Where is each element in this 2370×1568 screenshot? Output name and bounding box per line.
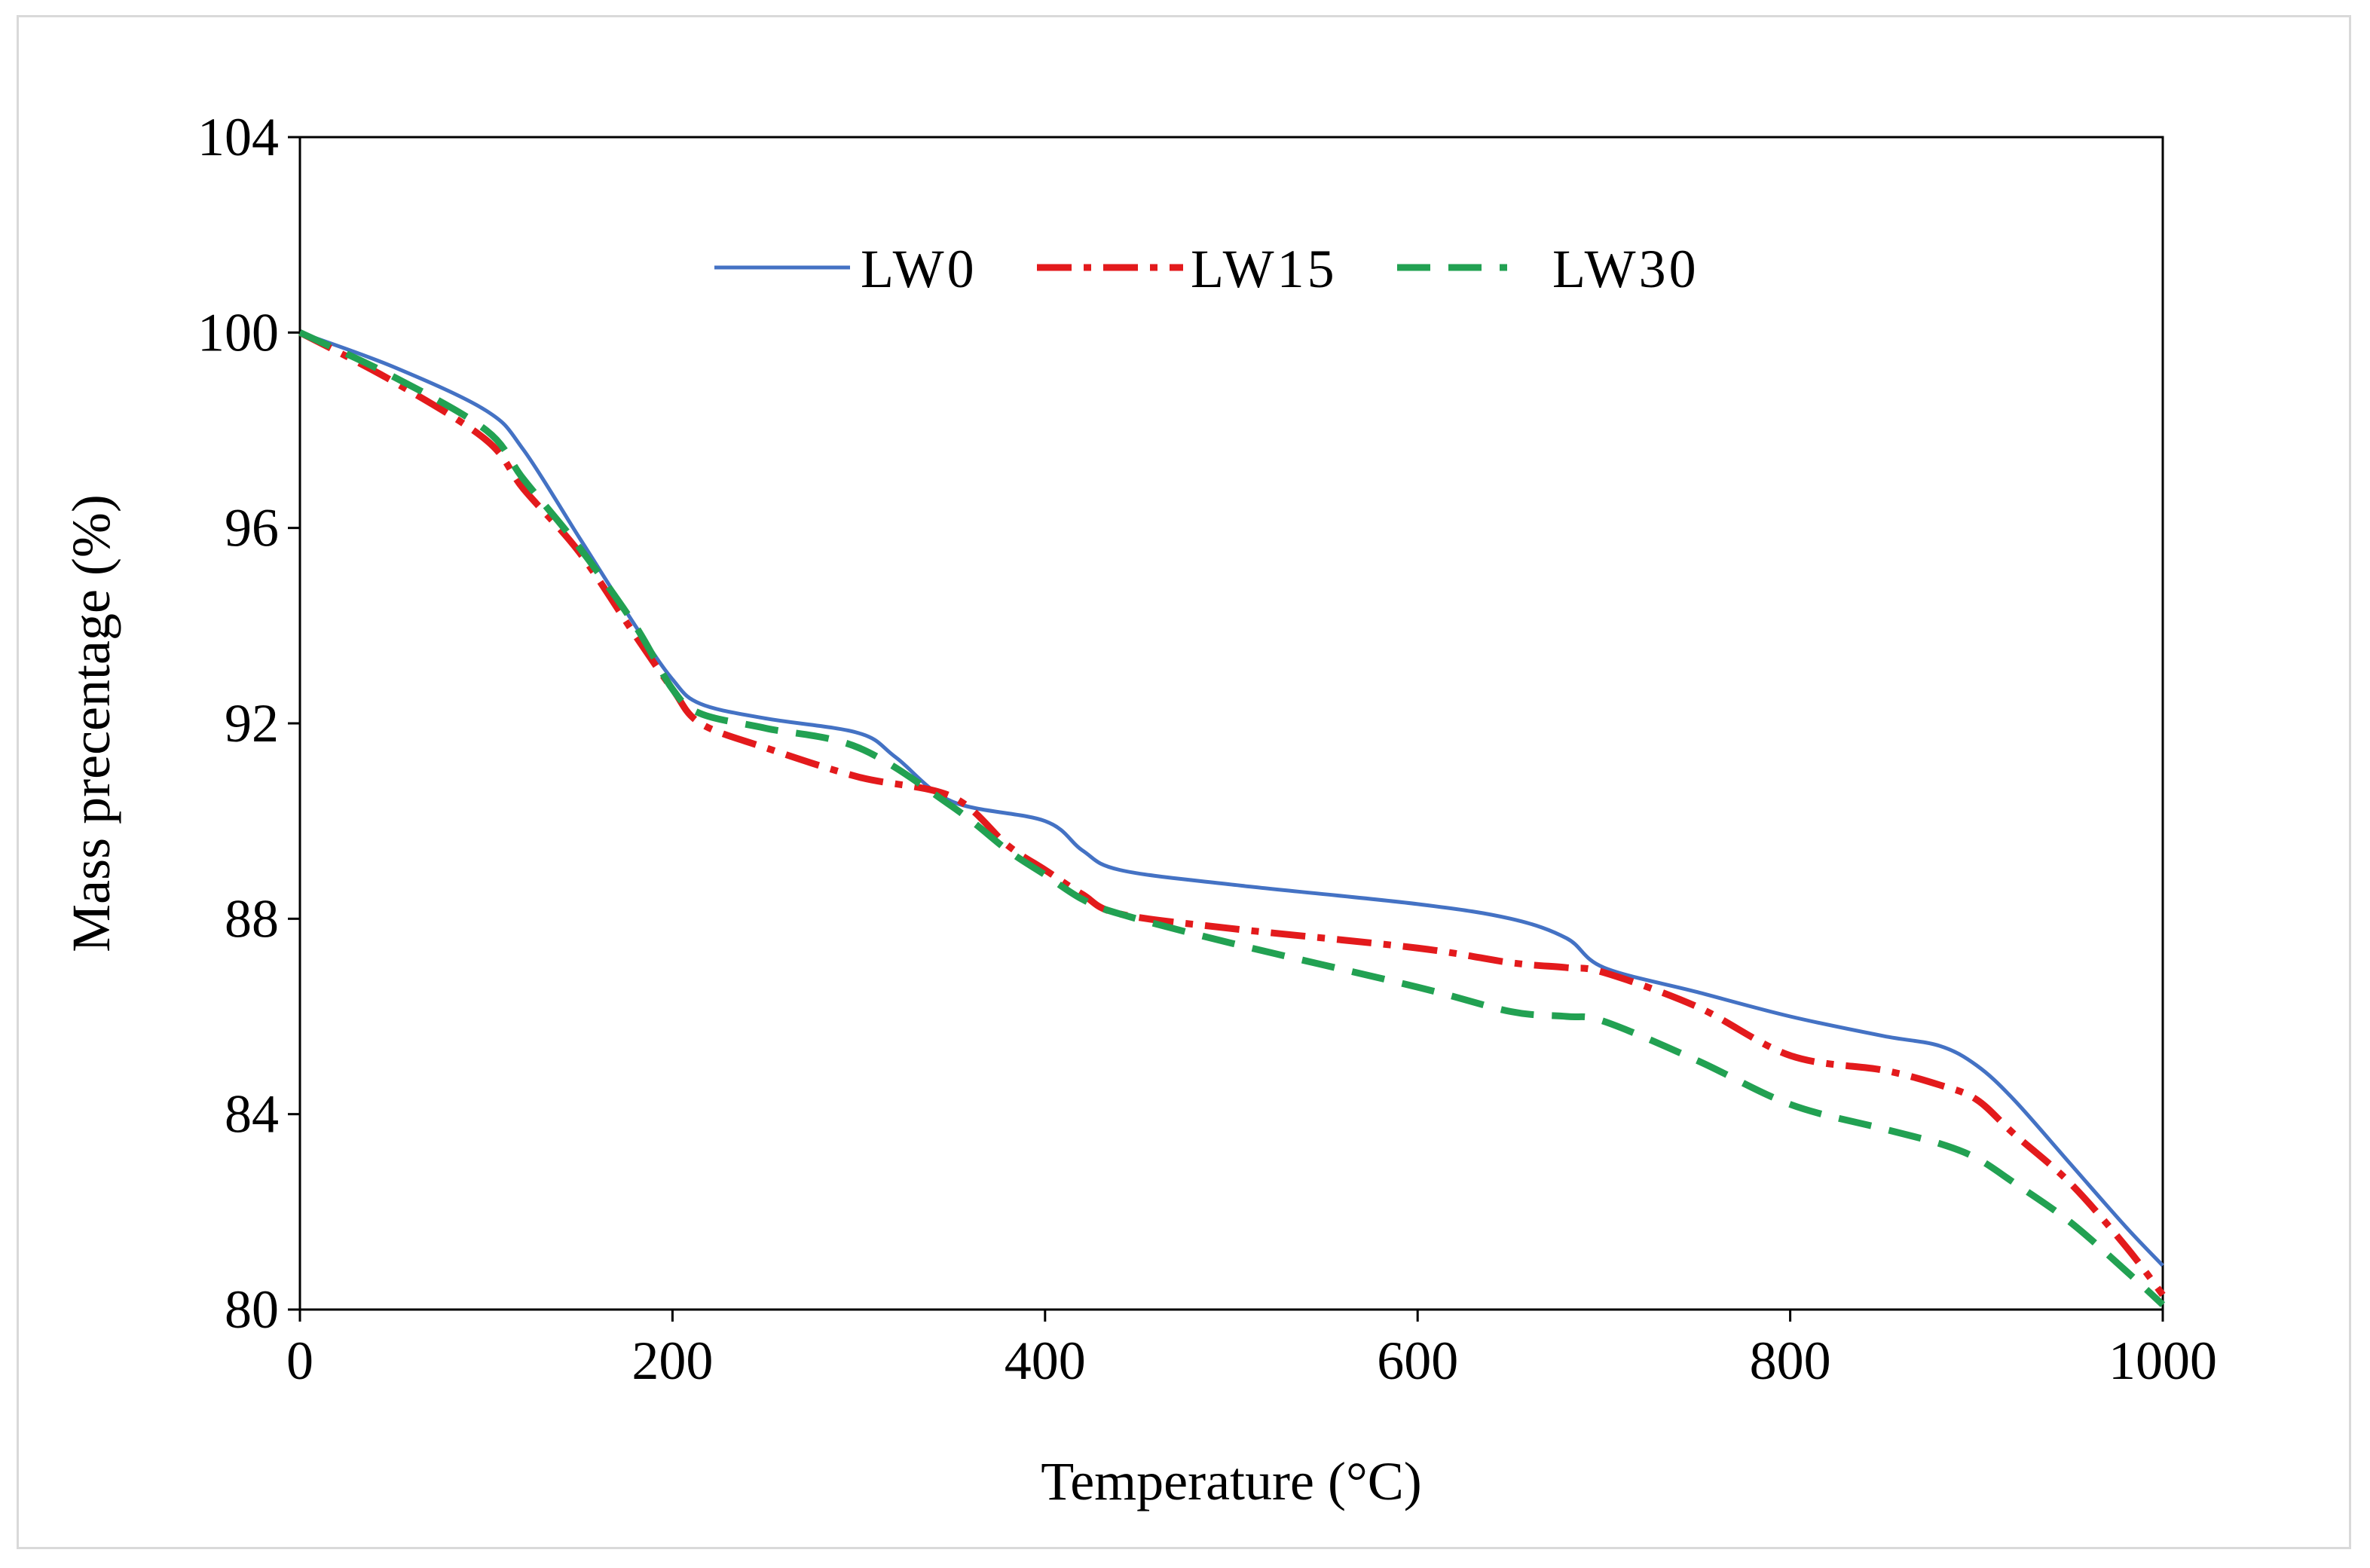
legend-label-lw15: LW15	[1191, 239, 1338, 299]
legend-label-lw30: LW30	[1552, 239, 1699, 299]
y-tick-label: 84	[225, 1084, 279, 1145]
x-axis-title: Temperature (°C)	[1041, 1451, 1422, 1511]
y-tick-label: 100	[197, 302, 279, 362]
series-line-lw15	[298, 329, 2166, 1297]
y-tick-label: 104	[197, 107, 279, 167]
x-axis-ticks: 0 200 400 600 800 1000	[286, 1310, 2217, 1391]
y-tick-label: 92	[225, 693, 279, 753]
plot-area	[298, 136, 2164, 1311]
legend-label-lw0: LW0	[861, 239, 977, 299]
y-axis-title: Mass precentage (%)	[61, 494, 121, 952]
x-tick-label: 600	[1377, 1331, 1458, 1391]
series-line-lw30	[298, 329, 2166, 1307]
y-tick-label: 88	[225, 888, 279, 949]
y-axis-ticks: 80 84 88 92 96 100 104	[197, 107, 300, 1340]
chart-frame	[17, 15, 2351, 1549]
y-tick-label: 96	[225, 498, 279, 558]
series-layer	[298, 329, 2166, 1307]
series-line-lw0	[299, 330, 2164, 1267]
y-tick-label: 80	[225, 1279, 279, 1340]
x-tick-label: 200	[631, 1331, 713, 1391]
plot-border	[298, 136, 2164, 1311]
x-tick-label: 800	[1750, 1331, 1831, 1391]
x-tick-label: 400	[1005, 1331, 1086, 1391]
x-tick-label: 1000	[2109, 1331, 2217, 1391]
x-tick-label: 0	[286, 1331, 313, 1391]
legend: LW0 LW15 LW30	[714, 239, 1699, 299]
